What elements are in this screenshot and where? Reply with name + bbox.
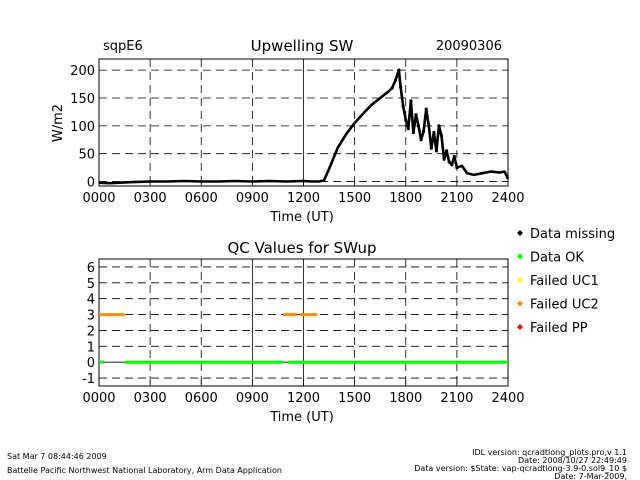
swup-point — [452, 154, 456, 159]
x-tick-label: 2100 — [440, 391, 473, 406]
swup-point — [432, 130, 436, 135]
footer-data-version: Data version: $State: vap-qcradtlong-3.9… — [414, 464, 627, 473]
footer-idl-version: IDL version: qcradtlong_plots.pro,v 1.1 — [472, 448, 627, 457]
swup-point — [399, 85, 403, 89]
legend-marker — [517, 277, 523, 283]
swup-point — [427, 124, 431, 128]
y-tick-label: 5 — [87, 277, 95, 292]
x-tick-label: 0000 — [82, 391, 115, 406]
swup-point — [445, 149, 449, 153]
footer-data-date: Date: 7-Mar-2009, — [554, 472, 627, 480]
x-tick-label: 2100 — [440, 191, 473, 206]
panel-title-qc: QC Values for SWup — [227, 239, 376, 257]
swup-point — [397, 68, 401, 72]
x-tick-label: 1800 — [389, 191, 422, 206]
upwelling-sw-panel: sqpE6 Upwelling SW 20090306 0000 0300 0600… — [51, 37, 525, 225]
y-tick-label: 6 — [87, 261, 95, 276]
swup-point — [409, 99, 413, 103]
swup-point — [447, 160, 451, 164]
swup-point — [404, 118, 408, 122]
bottom-x-tick-labels: 0000 0300 0600 0900 1200 1500 1800 2100 2400 — [82, 391, 524, 406]
x-tick-label: 0900 — [236, 191, 269, 206]
swup-point — [422, 129, 426, 133]
swup-point — [390, 86, 394, 90]
x-tick-label: 1500 — [338, 391, 371, 406]
y-tick-label: 3 — [87, 309, 95, 324]
swup-point — [414, 113, 418, 117]
top-x-axis-label: Time (UT) — [269, 210, 334, 225]
legend-marker — [517, 230, 523, 236]
y-tick-label: 2 — [87, 324, 95, 339]
swup-point — [411, 130, 415, 135]
swup-point — [401, 104, 405, 108]
top-x-tick-labels: 0000 0300 0600 0900 1200 1500 1800 2100 2400 — [82, 191, 524, 206]
swup-point — [406, 127, 410, 131]
x-tick-label: 0900 — [236, 391, 269, 406]
x-tick-label: 1200 — [287, 391, 320, 406]
x-tick-label: 0000 — [82, 191, 115, 206]
y-tick-label: 100 — [70, 120, 95, 135]
x-tick-label: 0300 — [134, 191, 167, 206]
legend-marker — [517, 300, 523, 307]
x-tick-label: 1800 — [389, 391, 422, 406]
x-tick-label: 1200 — [287, 191, 320, 206]
qc-data-segments — [99, 313, 508, 364]
swup-point — [437, 124, 441, 128]
swup-data-series — [98, 68, 510, 185]
swup-point — [434, 149, 438, 153]
swup-point — [429, 146, 433, 150]
swup-point — [442, 157, 446, 161]
date-label: 20090306 — [436, 39, 502, 54]
legend-label: Data missing — [530, 227, 615, 242]
swup-point — [419, 138, 423, 142]
x-tick-label: 0600 — [185, 191, 218, 206]
y-tick-label: 1 — [87, 340, 95, 355]
top-y-tick-labels: 0 50 100 150 200 — [70, 64, 95, 190]
y-tick-label: 200 — [70, 64, 95, 79]
y-tick-label: 4 — [87, 293, 95, 308]
swup-point — [450, 163, 454, 167]
top-y-axis-label: W/m2 — [51, 104, 66, 142]
legend-label: Failed UC2 — [530, 298, 599, 313]
qc-values-panel: QC Values for SWup 0000 0300 0600 0900 1200 1… — [82, 239, 525, 425]
panel-title-upwelling: Upwelling SW — [251, 37, 354, 55]
footer-idl-date: Date: 2008/10/27 22:49:49 — [518, 456, 627, 465]
x-tick-label: 0300 — [134, 391, 167, 406]
x-tick-label: 2400 — [491, 191, 524, 206]
x-tick-label: 0600 — [185, 391, 218, 406]
swup-point — [416, 124, 421, 128]
top-grid — [98, 59, 509, 186]
legend-marker — [517, 253, 523, 260]
footer-timestamp: Sat Mar 7 08:44:46 2009 — [7, 452, 107, 461]
legend-label: Failed UC1 — [530, 274, 599, 289]
legend-label: Data OK — [530, 251, 584, 266]
bottom-x-axis-label: Time (UT) — [269, 410, 334, 425]
swup-point — [455, 166, 459, 170]
swup-point — [424, 107, 428, 111]
legend-label: Failed PP — [530, 321, 588, 336]
y-tick-label: 150 — [70, 92, 95, 107]
x-tick-label: 1500 — [338, 191, 371, 206]
site-label: sqpE6 — [103, 39, 143, 54]
footer: Sat Mar 7 08:44:46 2009 Battelle Pacific… — [7, 448, 627, 480]
legend-marker — [517, 324, 523, 330]
footer-lab: Battelle Pacific Northwest National Labo… — [7, 466, 282, 475]
qc-legend: Data missing Data OK Failed UC1 Failed UC2 F… — [517, 227, 615, 336]
y-tick-label: -1 — [82, 372, 95, 387]
y-tick-label: 0 — [87, 176, 95, 191]
swup-point — [393, 78, 398, 82]
y-tick-label: 50 — [78, 148, 95, 163]
swup-point — [439, 134, 444, 138]
y-tick-label: 0 — [87, 356, 95, 371]
bottom-grid — [98, 259, 509, 386]
x-tick-label: 2400 — [491, 391, 524, 406]
